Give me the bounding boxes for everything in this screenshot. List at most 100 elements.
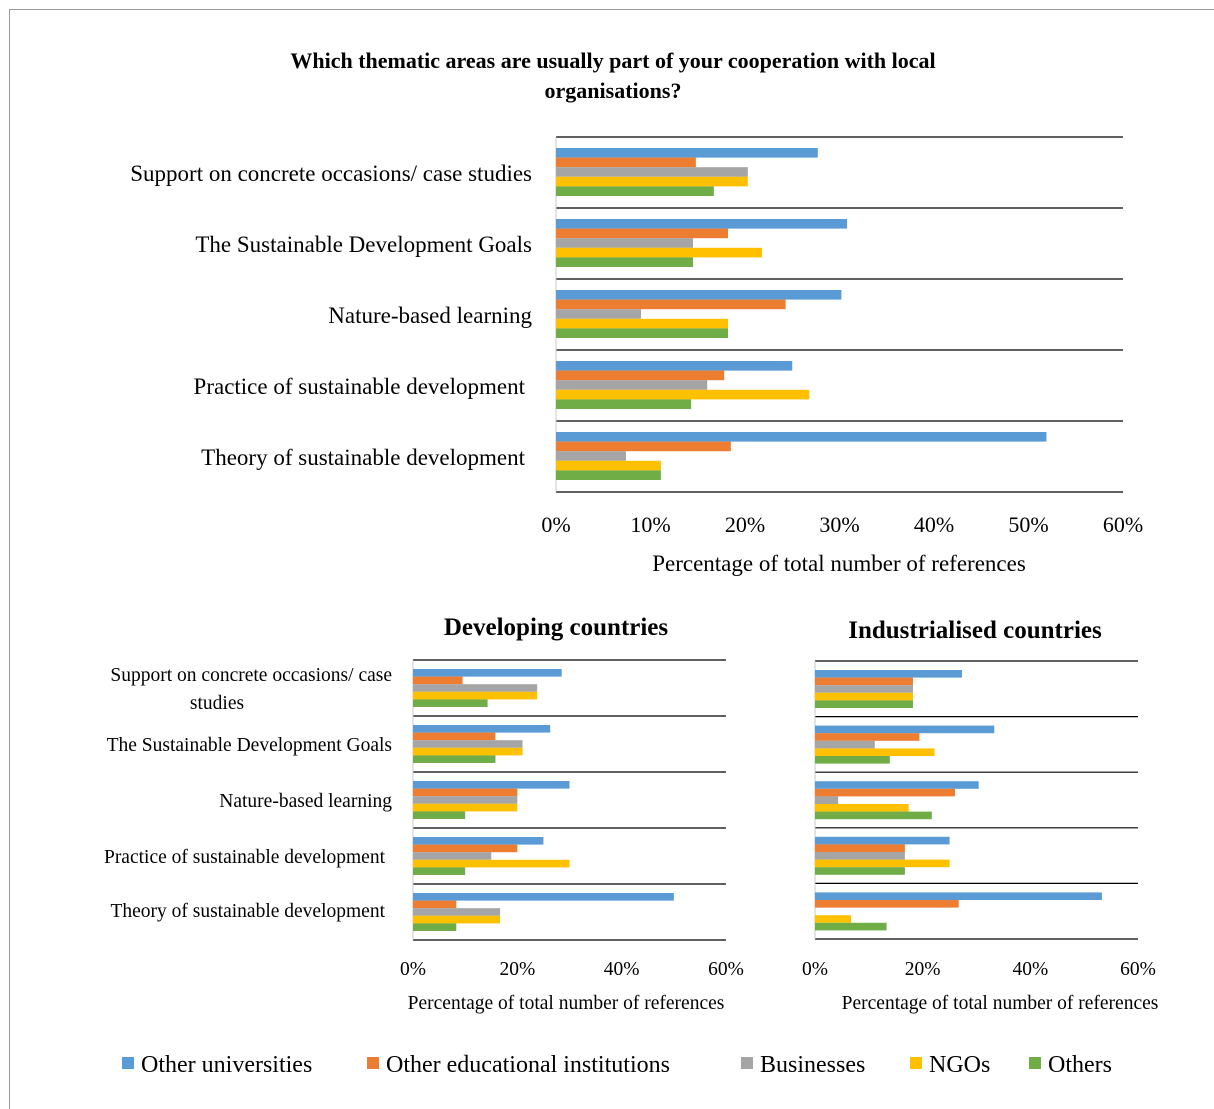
chart-industrialised: 0% 20% 40% 60% Percentage of total number of… — [802, 660, 1159, 1014]
bar-ngos — [413, 691, 538, 700]
bar-other-educational-institutions — [556, 228, 728, 239]
bar-other-universities — [815, 892, 1102, 900]
legend-label: NGOs — [929, 1052, 990, 1078]
bar-other-educational-institutions — [556, 370, 725, 381]
x-axis-label: Percentage of total number of references — [652, 551, 1026, 576]
category-label: Theory of sustainable development — [201, 445, 525, 470]
bar-ngos — [815, 804, 909, 812]
bar-other-universities — [815, 781, 979, 789]
bar-others — [556, 328, 728, 338]
bar-businesses — [556, 238, 694, 248]
category-label: Support on concrete occasions/ case — [110, 665, 392, 686]
bar-others — [556, 470, 661, 480]
bar-ngos — [815, 748, 935, 756]
x-tick-label: 50% — [1008, 512, 1048, 537]
bar-businesses — [413, 740, 523, 748]
main-chart-title-line-2: organisations? — [545, 78, 682, 103]
bar-businesses — [413, 796, 518, 804]
bar-businesses — [413, 852, 492, 860]
x-tick-label: 60% — [708, 959, 744, 980]
bar-others — [413, 755, 496, 763]
bar-other-educational-institutions — [815, 844, 905, 852]
bar-ngos — [815, 915, 852, 923]
bar-other-universities — [413, 725, 551, 733]
bar-other-educational-institutions — [413, 676, 463, 685]
bar-other-universities — [556, 361, 793, 371]
bar-businesses — [815, 852, 905, 860]
bar-others — [556, 257, 694, 267]
bar-other-universities — [413, 837, 544, 845]
category-label: The Sustainable Development Goals — [107, 735, 392, 756]
bar-ngos — [413, 803, 518, 812]
bar-other-educational-institutions — [815, 677, 913, 686]
category-label: The Sustainable Development Goals — [195, 232, 532, 257]
legend-label: Businesses — [760, 1052, 865, 1078]
bar-others — [815, 867, 905, 875]
legend-swatch — [367, 1057, 379, 1069]
bar-other-universities — [413, 669, 562, 677]
legend-label: Other universities — [141, 1052, 312, 1078]
bar-ngos — [413, 859, 570, 868]
legend-swatch — [122, 1057, 134, 1069]
legend-item-other-universities: Other universities — [122, 1052, 312, 1078]
bar-other-universities — [815, 670, 962, 678]
bar-others — [815, 756, 890, 764]
bar-businesses — [556, 380, 708, 390]
legend-swatch — [741, 1057, 753, 1069]
x-tick-label: 40% — [604, 959, 640, 980]
legend-item-ngos: NGOs — [910, 1052, 990, 1078]
bar-other-educational-institutions — [413, 844, 518, 853]
legend-item-businesses: Businesses — [741, 1052, 865, 1078]
category-label: Theory of sustainable development — [110, 901, 385, 922]
bar-businesses — [815, 740, 875, 749]
category-label: Practice of sustainable development — [194, 374, 526, 399]
bar-ngos — [556, 247, 763, 258]
bar-ngos — [413, 747, 523, 756]
x-tick-label: 0% — [541, 512, 570, 537]
x-tick-label: 10% — [630, 512, 670, 537]
bar-ngos — [815, 692, 913, 701]
x-tick-label: 0% — [400, 959, 426, 980]
x-tick-label: 60% — [1120, 959, 1156, 980]
bar-other-universities — [413, 893, 674, 901]
bar-ngos — [815, 859, 950, 868]
bar-businesses — [413, 684, 538, 692]
x-tick-label: 0% — [802, 959, 828, 980]
category-label-continued: studies — [190, 693, 244, 714]
bar-businesses — [556, 309, 642, 319]
legend-swatch — [1029, 1057, 1041, 1069]
category-label: Practice of sustainable development — [104, 847, 386, 868]
bar-ngos — [556, 176, 748, 187]
bar-others — [413, 699, 488, 707]
legend-swatch — [910, 1057, 922, 1069]
bar-other-universities — [556, 219, 848, 229]
bar-businesses — [556, 167, 748, 177]
bar-ngos — [556, 318, 728, 329]
x-tick-label: 30% — [819, 512, 859, 537]
x-tick-label: 20% — [905, 959, 941, 980]
industrialised-chart-title: Industrialised countries — [848, 617, 1102, 644]
x-axis-label: Percentage of total number of references — [408, 993, 725, 1014]
bar-others — [413, 811, 466, 819]
bar-businesses — [556, 451, 626, 461]
x-axis-label: Percentage of total number of references — [842, 993, 1159, 1014]
legend-label: Others — [1048, 1052, 1112, 1078]
bar-others — [815, 922, 887, 931]
chart-developing: 0% 20% 40% 60% Percentage of total number of… — [104, 659, 744, 1014]
bar-other-educational-institutions — [413, 732, 496, 741]
developing-chart-title: Developing countries — [444, 614, 669, 641]
bar-others — [556, 399, 692, 409]
bar-other-educational-institutions — [815, 733, 920, 741]
bar-other-universities — [556, 290, 842, 300]
bar-other-educational-institutions — [815, 900, 959, 908]
bar-others — [556, 186, 714, 196]
bar-ngos — [413, 915, 501, 924]
category-label: Support on concrete occasions/ case stud… — [130, 161, 532, 186]
bar-other-educational-institutions — [815, 788, 955, 797]
legend-item-other-educational-institutions: Other educational institutions — [367, 1052, 670, 1078]
bar-other-universities — [815, 725, 995, 734]
x-tick-label: 40% — [914, 512, 954, 537]
legend: Other universities Other educational inst… — [122, 1052, 1112, 1078]
legend-item-others: Others — [1029, 1052, 1112, 1078]
